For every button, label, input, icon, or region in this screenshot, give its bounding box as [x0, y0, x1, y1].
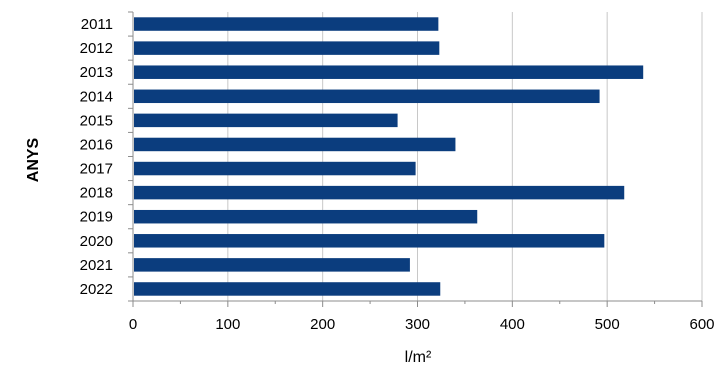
bar-2017: [134, 161, 416, 176]
bar-2019: [134, 209, 478, 224]
y-tick-labels: 2011 2012 2013 2014 2015 2016 2017 2018 2019 2020…: [80, 16, 113, 298]
bar-2011: [134, 17, 439, 31]
bars: [134, 17, 644, 296]
y-tick-label: 2019: [80, 209, 113, 226]
x-tick-label: 200: [310, 316, 335, 333]
y-tick-label: 2020: [80, 233, 113, 250]
y-tick-label: 2014: [80, 88, 113, 105]
y-tick-label: 2013: [80, 64, 113, 81]
bar-2022: [134, 282, 441, 296]
bar-2016: [134, 137, 456, 152]
y-tick-label: 2022: [80, 281, 113, 298]
y-tick-label: 2021: [80, 257, 113, 274]
y-tick-label: 2017: [80, 161, 113, 178]
x-tick-labels: 0 100 200 300 400 500 600: [129, 316, 715, 333]
axes: [128, 11, 703, 307]
bar-2020: [134, 234, 605, 248]
y-tick-label: 2015: [80, 112, 113, 129]
bar-2013: [134, 65, 644, 79]
bar-2021: [134, 258, 410, 272]
x-tick-label: 0: [129, 316, 137, 333]
x-axis-title: l/m²: [405, 349, 432, 366]
bar-2018: [134, 185, 625, 200]
bar-2012: [134, 41, 440, 55]
x-tick-label: 500: [595, 316, 620, 333]
bar-2014: [134, 89, 600, 104]
y-tick-label: 2012: [80, 40, 113, 57]
x-tick-label: 600: [689, 316, 714, 333]
y-tick-label: 2011: [81, 16, 113, 33]
x-tick-label: 100: [215, 316, 240, 333]
y-axis-title: ANYS: [25, 137, 42, 182]
y-tick-label: 2018: [80, 185, 113, 202]
y-tick-label: 2016: [80, 136, 113, 153]
x-tick-label: 400: [500, 316, 525, 333]
bar-2015: [134, 113, 398, 128]
grid-lines: [227, 12, 703, 301]
x-tick-label: 300: [405, 316, 430, 333]
